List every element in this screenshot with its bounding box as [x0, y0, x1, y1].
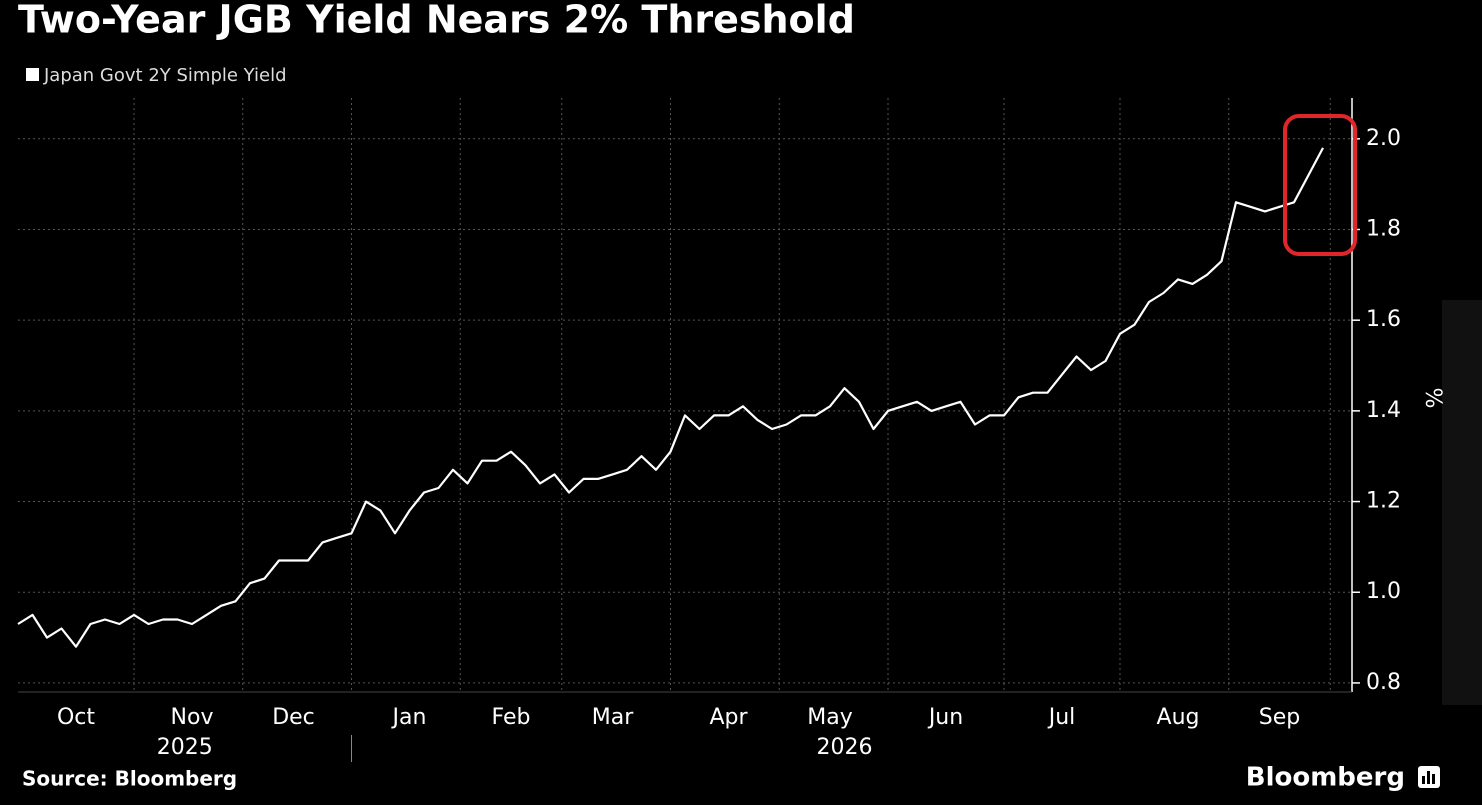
- x-tick-label: Jul: [1047, 705, 1076, 730]
- y-tick-label: 1.2: [1366, 489, 1401, 514]
- x-tick-label: Jun: [927, 705, 963, 730]
- y-tick-label: 1.4: [1366, 398, 1401, 423]
- brand: Bloomberg: [1246, 763, 1405, 793]
- x-tick-label: Jan: [391, 705, 427, 730]
- highlight-box: [1283, 114, 1357, 256]
- x-tick-label: Sep: [1259, 705, 1300, 730]
- y-tick-label: 0.8: [1366, 670, 1401, 695]
- x-tick-label: Feb: [492, 705, 531, 730]
- x-tick-label: Oct: [57, 705, 95, 730]
- y-tick-label: 1.8: [1366, 216, 1401, 241]
- x-tick-label: May: [807, 705, 852, 730]
- x-tick-label: Aug: [1157, 705, 1200, 730]
- x-tick-label: Nov: [171, 705, 214, 730]
- x-tick-label: Dec: [272, 705, 315, 730]
- y-axis-unit: %: [1420, 388, 1445, 409]
- year-label: 2025: [157, 735, 213, 760]
- source: Source: Bloomberg: [22, 767, 237, 791]
- series-line: [17, 147, 1324, 648]
- brand-icon: [1418, 766, 1440, 788]
- year-label: 2026: [817, 735, 873, 760]
- x-tick-label: Mar: [592, 705, 634, 730]
- side-panel: [1442, 300, 1482, 705]
- x-tick-label: Apr: [709, 705, 748, 730]
- legend-label: Japan Govt 2Y Simple Yield: [43, 65, 287, 86]
- legend-swatch: [26, 68, 39, 81]
- y-tick-label: 2.0: [1366, 126, 1401, 151]
- chart-title: Two-Year JGB Yield Nears 2% Threshold: [18, 0, 855, 42]
- y-tick-label: 1.0: [1366, 579, 1401, 604]
- y-tick-label: 1.6: [1366, 307, 1401, 332]
